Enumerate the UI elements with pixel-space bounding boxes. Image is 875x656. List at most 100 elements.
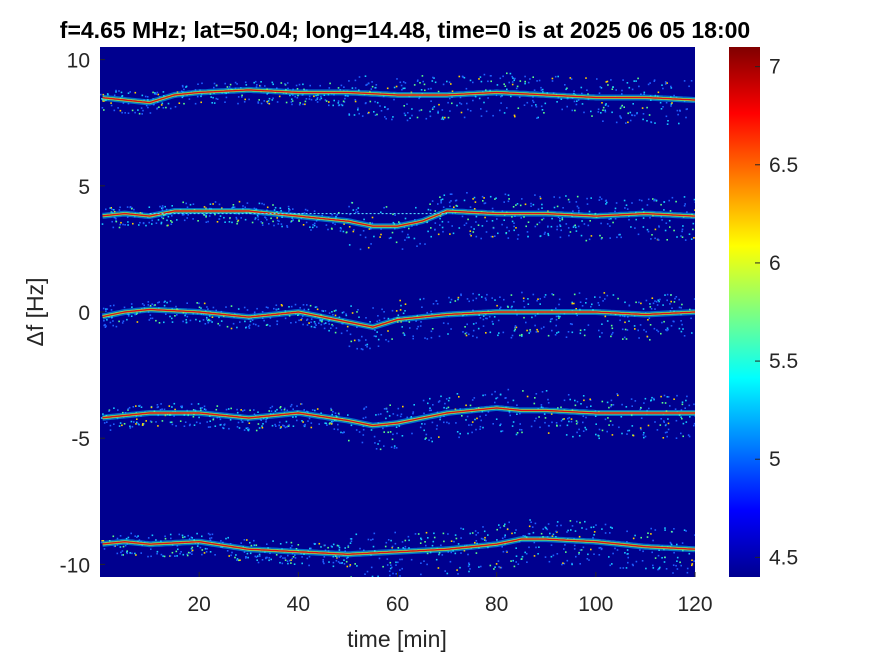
trace-4-speck: [248, 422, 251, 424]
trace-5-speck: [189, 552, 191, 554]
trace-3-speck: [412, 337, 414, 340]
trace-2-speck: [139, 221, 141, 224]
trace-3-speck: [115, 325, 118, 328]
trace-3-speck: [220, 320, 223, 322]
trace-1-speck: [127, 92, 130, 94]
trace-4-speck: [429, 397, 431, 400]
trace-2-speck: [574, 224, 576, 227]
trace-3-speck: [149, 314, 152, 316]
trace-3-speck: [528, 332, 530, 334]
trace-2-speck: [251, 221, 254, 224]
trace-1-speck: [483, 73, 486, 76]
trace-2-speck: [148, 221, 150, 224]
trace-2-speck: [170, 220, 172, 222]
trace-5-speck: [670, 542, 672, 545]
trace-5-speck: [225, 537, 227, 540]
trace-4-speck: [474, 418, 476, 421]
trace-3-speck: [624, 321, 626, 324]
trace-4-speck: [688, 404, 691, 407]
trace-3-speck: [450, 328, 452, 330]
trace-5-speck: [347, 546, 350, 548]
trace-1-speck: [374, 86, 377, 89]
trace-3-speck: [497, 319, 500, 322]
trace-3-speck: [185, 319, 187, 321]
trace-5-speck: [424, 541, 426, 543]
trace-1-speck: [380, 110, 383, 112]
trace-1-speck: [642, 118, 644, 121]
trace-5-speck: [279, 561, 281, 564]
trace-2-speck: [455, 199, 458, 202]
trace-2-speck: [279, 207, 282, 209]
trace-2-speck: [508, 198, 510, 200]
trace-2-speck: [641, 199, 643, 202]
trace-2-speck: [233, 206, 236, 208]
trace-5-speck: [323, 556, 326, 558]
trace-2-speck: [185, 202, 187, 205]
trace-2-speck: [148, 206, 151, 208]
trace-2-speck: [440, 199, 442, 201]
trace-4-speck: [174, 408, 176, 411]
trace-5-speck: [642, 550, 644, 553]
trace-2-speck: [534, 194, 536, 196]
trace-3-speck: [171, 317, 173, 320]
trace-1-speck: [621, 89, 623, 92]
trace-5-speck: [355, 533, 358, 536]
trace-5-speck: [291, 545, 293, 547]
trace-4-speck: [271, 424, 274, 427]
trace-3-speck: [196, 302, 198, 304]
trace-4-speck: [458, 396, 460, 398]
trace-2-speck: [359, 248, 362, 251]
trace-4-speck: [119, 422, 122, 424]
trace-4-speck: [123, 423, 126, 425]
trace-4-speck: [632, 434, 635, 437]
trace-2-speck: [663, 209, 665, 211]
trace-5-speck: [119, 546, 122, 548]
trace-1-speck: [134, 111, 136, 114]
trace-4-speck: [130, 420, 133, 423]
trace-4-speck: [429, 407, 431, 409]
trace-4-speck: [100, 417, 103, 419]
trace-4-speck: [324, 422, 326, 424]
trace-5-speck: [389, 561, 392, 564]
trace-3-speck: [387, 330, 389, 332]
trace-5-speck: [256, 555, 259, 557]
trace-3-core: [102, 308, 695, 328]
trace-2-speck: [118, 226, 121, 229]
trace-1-speck: [385, 117, 387, 120]
trace-5-speck: [322, 559, 324, 561]
trace-2-speck: [472, 231, 475, 233]
trace-4-speck: [669, 405, 671, 407]
trace-2-speck: [349, 213, 351, 216]
trace-5-speck: [209, 551, 212, 553]
trace-5-speck: [527, 532, 530, 535]
x-axis-ticks: 20 40 60 80 100 120: [187, 572, 713, 616]
trace-5-speck: [474, 530, 477, 532]
trace-5-speck: [663, 561, 666, 563]
trace-2-speck: [586, 203, 589, 205]
trace-3-speck: [475, 322, 477, 324]
trace-5-speck: [614, 547, 616, 550]
trace-4-speck: [383, 445, 385, 447]
trace-5-speck: [250, 544, 253, 547]
trace-4-speck: [544, 417, 547, 419]
trace-4-speck: [432, 404, 434, 406]
trace-5-speck: [593, 531, 596, 533]
trace-1-speck: [393, 98, 395, 101]
trace-1-speck: [241, 94, 243, 97]
trace-5-speck: [236, 558, 239, 560]
trace-4-speck: [149, 420, 152, 422]
trace-5-speck: [562, 562, 564, 564]
trace-2-speck: [292, 219, 294, 221]
trace-5-speck: [164, 537, 167, 540]
trace-5-speck: [397, 547, 400, 549]
trace-3-speck: [335, 327, 338, 329]
trace-4-speck: [219, 424, 222, 426]
trace-5-speck: [586, 558, 589, 560]
trace-2-speck: [218, 218, 220, 220]
trace-2-speck: [357, 211, 359, 213]
trace-3-speck: [606, 320, 609, 322]
trace-2-speck: [605, 203, 607, 205]
trace-1-speck: [527, 81, 530, 84]
trace-5-speck: [496, 528, 498, 531]
trace-5-speck: [694, 534, 695, 536]
